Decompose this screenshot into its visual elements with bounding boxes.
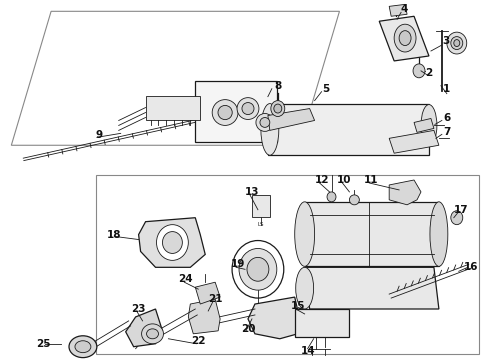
Polygon shape — [268, 104, 429, 155]
Text: 7: 7 — [443, 127, 450, 138]
Text: 6: 6 — [443, 113, 450, 123]
Text: 11: 11 — [364, 175, 379, 185]
Ellipse shape — [349, 195, 359, 205]
Ellipse shape — [413, 64, 425, 78]
Ellipse shape — [430, 202, 448, 266]
Text: 24: 24 — [178, 274, 193, 284]
Text: 1: 1 — [443, 84, 450, 94]
Ellipse shape — [239, 248, 277, 290]
Text: 18: 18 — [106, 230, 121, 239]
Ellipse shape — [261, 104, 279, 155]
Ellipse shape — [212, 100, 238, 125]
Ellipse shape — [142, 324, 164, 344]
Polygon shape — [188, 299, 220, 334]
Ellipse shape — [294, 202, 315, 266]
Text: 4: 4 — [400, 4, 408, 14]
Ellipse shape — [295, 267, 314, 309]
Text: 3: 3 — [442, 36, 449, 46]
Text: 16: 16 — [464, 262, 478, 272]
Text: 21: 21 — [208, 294, 222, 304]
Ellipse shape — [327, 192, 336, 202]
Polygon shape — [389, 4, 407, 16]
Text: LS: LS — [258, 222, 264, 227]
Bar — [294, 309, 349, 337]
Text: 20: 20 — [241, 324, 255, 334]
Polygon shape — [389, 130, 439, 153]
Polygon shape — [139, 218, 205, 267]
Ellipse shape — [451, 37, 463, 50]
Bar — [305, 202, 439, 266]
Ellipse shape — [399, 31, 411, 46]
Ellipse shape — [260, 117, 270, 127]
Text: 23: 23 — [131, 304, 146, 314]
Bar — [252, 195, 270, 217]
Ellipse shape — [271, 100, 285, 117]
Ellipse shape — [69, 336, 97, 357]
Ellipse shape — [218, 105, 232, 120]
Ellipse shape — [394, 24, 416, 52]
Text: 5: 5 — [322, 84, 329, 94]
Bar — [146, 96, 200, 121]
Ellipse shape — [454, 40, 460, 46]
Polygon shape — [305, 267, 439, 309]
Ellipse shape — [447, 32, 467, 54]
Text: 9: 9 — [95, 130, 102, 140]
Text: 14: 14 — [300, 346, 315, 356]
Polygon shape — [125, 309, 163, 347]
Ellipse shape — [156, 225, 188, 260]
Polygon shape — [268, 109, 315, 130]
Text: 15: 15 — [291, 301, 305, 311]
Polygon shape — [379, 16, 429, 61]
Text: 8: 8 — [274, 81, 281, 91]
Ellipse shape — [75, 341, 91, 353]
Ellipse shape — [418, 121, 426, 129]
Ellipse shape — [274, 104, 282, 113]
Text: 22: 22 — [191, 336, 205, 346]
Text: 12: 12 — [314, 175, 329, 185]
Ellipse shape — [242, 103, 254, 114]
Text: 10: 10 — [337, 175, 352, 185]
Text: 2: 2 — [425, 68, 433, 78]
Ellipse shape — [421, 105, 437, 146]
Text: 25: 25 — [36, 339, 50, 349]
Ellipse shape — [163, 231, 182, 253]
Text: 19: 19 — [231, 259, 245, 269]
Ellipse shape — [451, 211, 463, 225]
Bar — [196, 81, 277, 142]
Ellipse shape — [247, 257, 269, 281]
Ellipse shape — [256, 113, 274, 131]
Polygon shape — [196, 282, 220, 304]
Ellipse shape — [237, 98, 259, 120]
Text: 17: 17 — [453, 205, 468, 215]
Ellipse shape — [147, 329, 158, 339]
Polygon shape — [248, 297, 300, 339]
Text: 13: 13 — [245, 187, 259, 197]
Polygon shape — [414, 118, 434, 132]
Polygon shape — [389, 180, 421, 205]
